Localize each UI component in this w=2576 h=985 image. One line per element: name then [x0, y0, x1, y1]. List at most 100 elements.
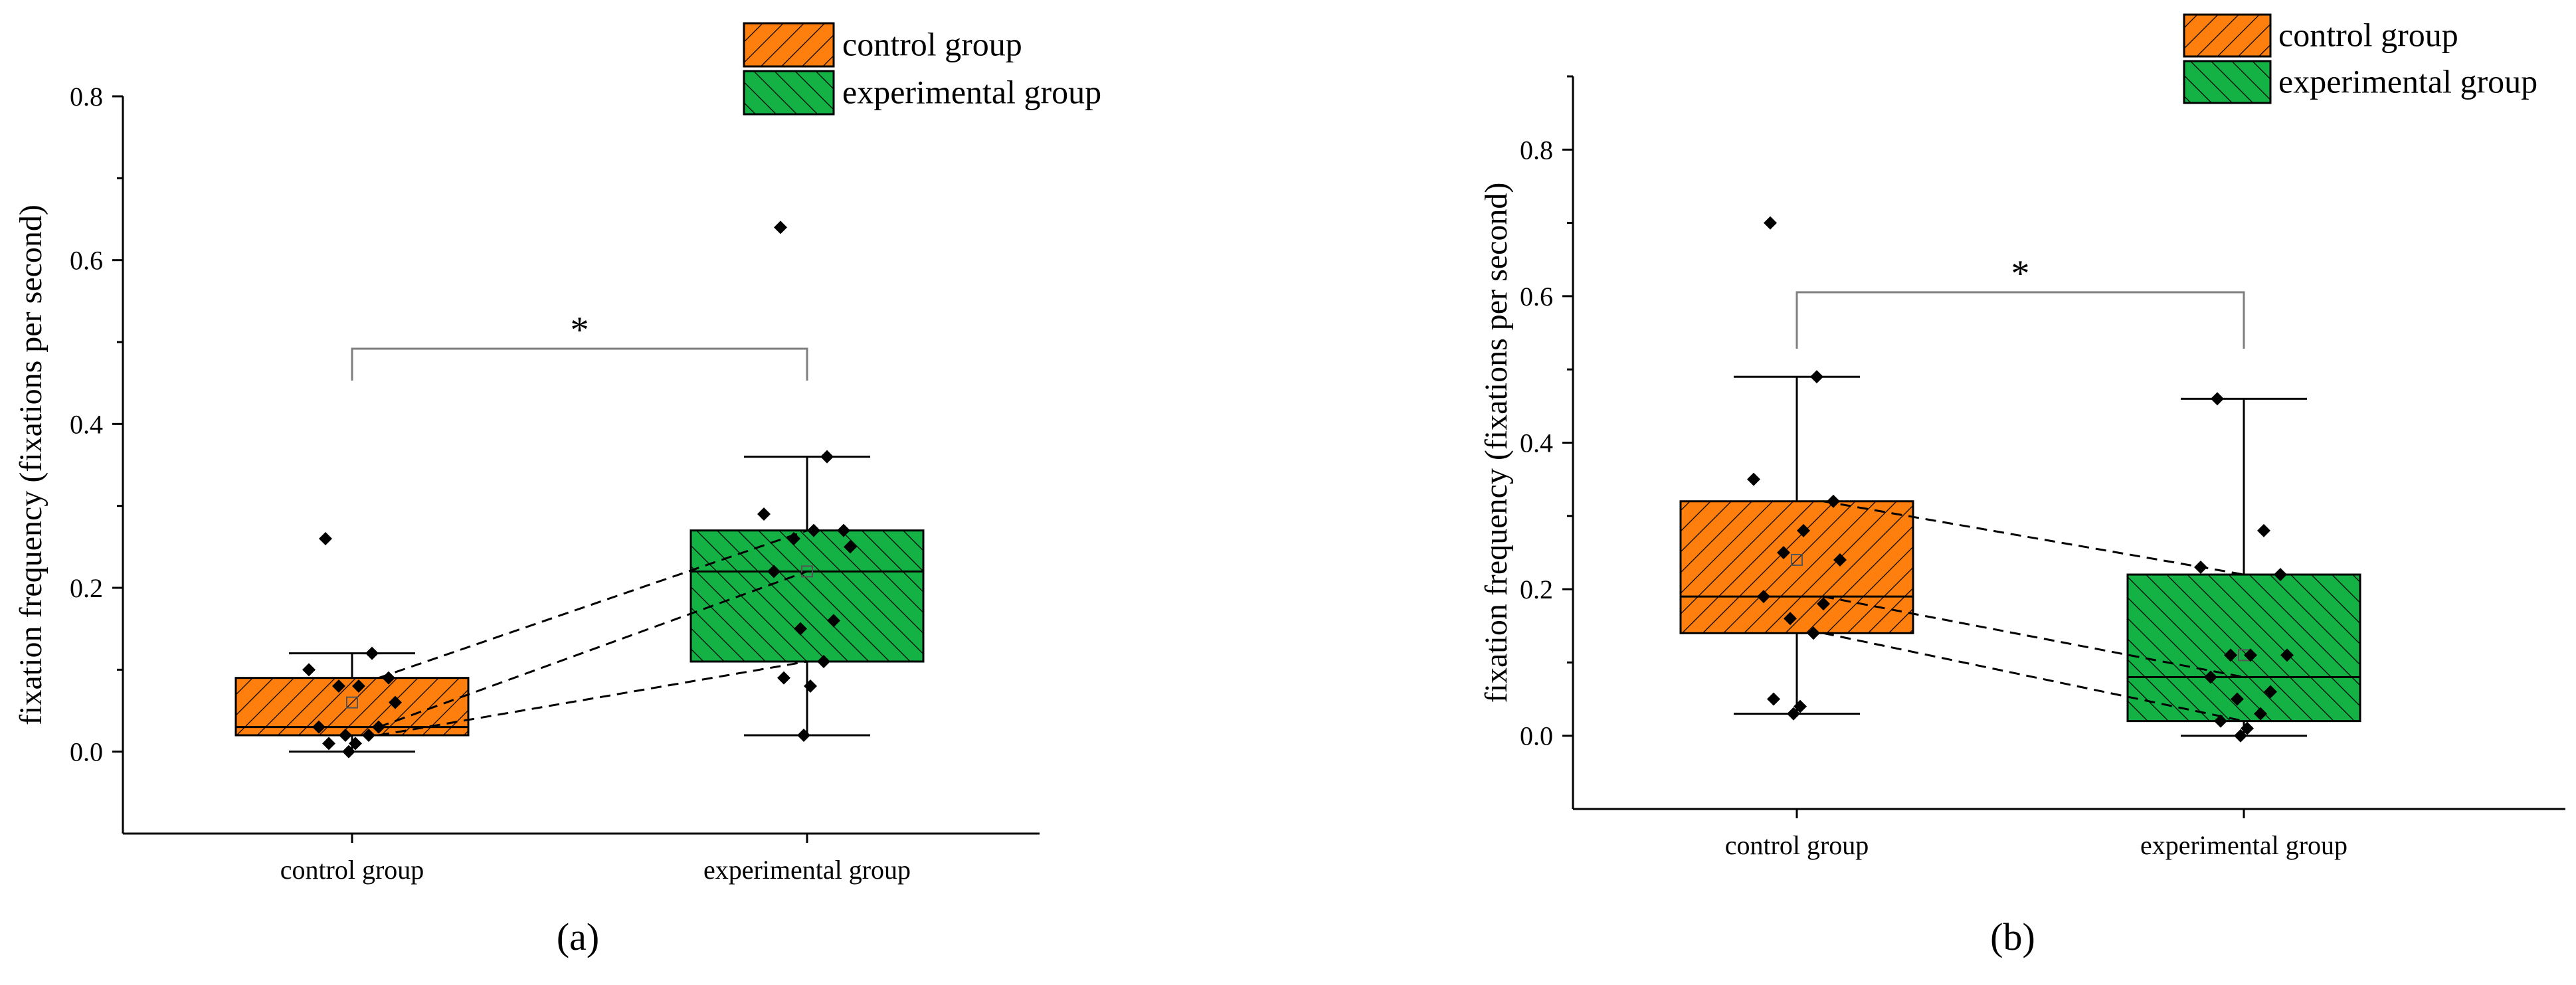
- data-point: [804, 679, 817, 693]
- data-point: [817, 655, 830, 668]
- y-tick-label: 0.8: [1520, 135, 1553, 165]
- data-point: [1767, 692, 1780, 706]
- legend-swatch-control: [743, 22, 835, 68]
- box-experimental: [690, 529, 925, 663]
- legend-swatch-control: [2183, 13, 2272, 58]
- legend-label-control: control group: [2278, 17, 2458, 54]
- data-point: [820, 450, 834, 464]
- data-point: [2280, 648, 2294, 662]
- y-tick-label: 0.2: [70, 573, 103, 603]
- x-tick-label: control group: [1725, 830, 1869, 860]
- data-point: [1797, 523, 1810, 537]
- significance-bracket: [351, 347, 808, 381]
- data-point: [1833, 553, 1847, 567]
- y-tick-label: 0.8: [70, 82, 103, 112]
- data-point: [1747, 472, 1760, 486]
- data-point: [2194, 561, 2207, 575]
- y-tick-label: 0.4: [1520, 428, 1553, 458]
- legend-label-experimental: experimental group: [2278, 63, 2537, 100]
- paired-line: [378, 660, 808, 737]
- data-point: [807, 523, 820, 537]
- legend-swatch-experimental: [743, 70, 835, 116]
- data-point: [1764, 216, 1777, 230]
- data-point: [302, 663, 316, 677]
- data-point: [1757, 590, 1770, 604]
- legend-label-control: control group: [842, 26, 1022, 63]
- paired-line: [1823, 632, 2245, 723]
- data-point: [2241, 721, 2254, 735]
- significance-star: *: [2011, 253, 2030, 294]
- paired-line: [1823, 595, 2245, 678]
- data-point: [1784, 612, 1797, 626]
- data-point: [319, 532, 332, 545]
- data-point: [2211, 392, 2224, 406]
- data-point: [389, 695, 402, 709]
- mean-marker: [346, 696, 358, 709]
- data-point: [1810, 370, 1823, 384]
- data-point: [2214, 714, 2227, 728]
- data-point: [322, 737, 335, 751]
- data-point: [827, 614, 840, 628]
- data-point: [1794, 699, 1807, 713]
- data-point: [2224, 648, 2237, 662]
- data-point: [352, 679, 365, 693]
- mean-marker: [801, 565, 813, 578]
- data-point: [774, 221, 787, 234]
- data-point: [2244, 648, 2257, 662]
- data-point: [777, 671, 790, 685]
- data-point: [797, 729, 810, 742]
- panel-a-label: (a): [557, 915, 599, 958]
- data-point: [2254, 707, 2267, 721]
- paired-line: [378, 529, 808, 679]
- data-point: [1777, 545, 1790, 559]
- data-point: [365, 646, 379, 660]
- y-tick-label: 0.6: [70, 246, 103, 276]
- data-point: [767, 565, 781, 579]
- y-tick-label: 0.2: [1520, 575, 1553, 604]
- significance-star: *: [571, 310, 589, 351]
- data-point: [342, 745, 355, 759]
- legend-label-experimental: experimental group: [842, 74, 1101, 111]
- x-tick-label: control group: [280, 855, 424, 885]
- box-control: [1679, 500, 1914, 634]
- x-tick-label: experimental group: [2140, 830, 2347, 860]
- data-point: [1817, 597, 1830, 611]
- paired-line: [378, 570, 808, 729]
- data-point: [382, 671, 395, 685]
- data-point: [2257, 523, 2270, 537]
- y-tick-label: 0.0: [70, 737, 103, 767]
- data-point: [844, 540, 857, 554]
- box-control: [234, 677, 470, 737]
- box-experimental: [2126, 573, 2361, 723]
- data-point: [787, 532, 800, 545]
- panel-a: 0.0 0.2 0.4 0.6 0.8 fixation frequency (fixat…: [13, 22, 1101, 885]
- data-point: [2274, 568, 2287, 582]
- y-tick-label: 0.6: [1520, 282, 1553, 312]
- data-point: [2231, 692, 2244, 706]
- data-point: [837, 523, 850, 537]
- legend-swatch-experimental: [2183, 60, 2272, 104]
- data-point: [349, 737, 362, 751]
- data-point: [1787, 707, 1800, 721]
- data-point: [2264, 685, 2277, 699]
- data-point: [312, 720, 325, 734]
- data-point: [1807, 626, 1820, 640]
- data-point: [332, 679, 345, 693]
- y-axis-title: fixation frequency (fixations per second…: [1479, 183, 1514, 703]
- data-point: [372, 720, 385, 734]
- data-point: [2204, 670, 2217, 684]
- paired-line: [1823, 500, 2245, 576]
- x-tick-label: experimental group: [703, 855, 911, 885]
- y-tick-label: 0.0: [1520, 721, 1553, 751]
- y-axis-title: fixation frequency (fixations per second…: [13, 205, 48, 725]
- data-point: [2234, 729, 2247, 743]
- data-point: [757, 507, 771, 521]
- data-point: [339, 729, 352, 742]
- data-point: [362, 729, 375, 742]
- panel-b-label: (b): [1990, 915, 2035, 958]
- data-point: [1827, 494, 1840, 508]
- data-point: [794, 622, 807, 636]
- mean-marker: [1791, 553, 1803, 566]
